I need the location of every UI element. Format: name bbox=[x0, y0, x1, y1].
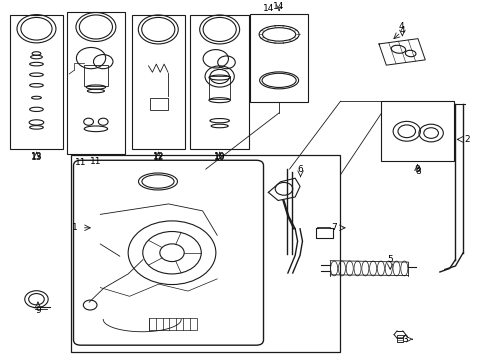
Bar bbox=[132, 15, 185, 149]
Text: 9: 9 bbox=[35, 306, 41, 315]
Text: 1: 1 bbox=[72, 223, 77, 232]
Bar bbox=[149, 98, 168, 110]
Text: 11: 11 bbox=[90, 157, 101, 166]
Text: 2: 2 bbox=[465, 135, 470, 144]
Text: 7: 7 bbox=[331, 223, 337, 232]
Text: 3: 3 bbox=[402, 335, 408, 344]
Text: 6: 6 bbox=[297, 165, 303, 174]
Text: 8: 8 bbox=[415, 167, 421, 176]
Bar bbox=[191, 15, 249, 149]
Text: 4: 4 bbox=[398, 22, 404, 31]
Text: 8: 8 bbox=[415, 165, 420, 174]
Text: 12: 12 bbox=[152, 152, 164, 161]
Bar bbox=[67, 12, 124, 154]
Bar bbox=[209, 76, 230, 99]
Text: 4: 4 bbox=[399, 26, 405, 35]
Bar bbox=[84, 65, 108, 86]
Text: 10: 10 bbox=[214, 152, 225, 161]
Text: 13: 13 bbox=[31, 152, 42, 161]
Bar bbox=[10, 15, 63, 149]
Text: 10: 10 bbox=[214, 153, 225, 162]
Text: 14: 14 bbox=[263, 4, 274, 13]
Bar bbox=[71, 155, 341, 352]
Text: 13: 13 bbox=[31, 153, 42, 162]
Bar bbox=[381, 101, 454, 161]
Text: 12: 12 bbox=[152, 153, 164, 162]
Bar bbox=[397, 334, 403, 342]
Text: 14: 14 bbox=[273, 1, 285, 10]
Text: 11: 11 bbox=[74, 158, 86, 167]
Text: 5: 5 bbox=[387, 255, 393, 264]
Bar bbox=[250, 14, 308, 102]
Bar bbox=[149, 318, 197, 330]
